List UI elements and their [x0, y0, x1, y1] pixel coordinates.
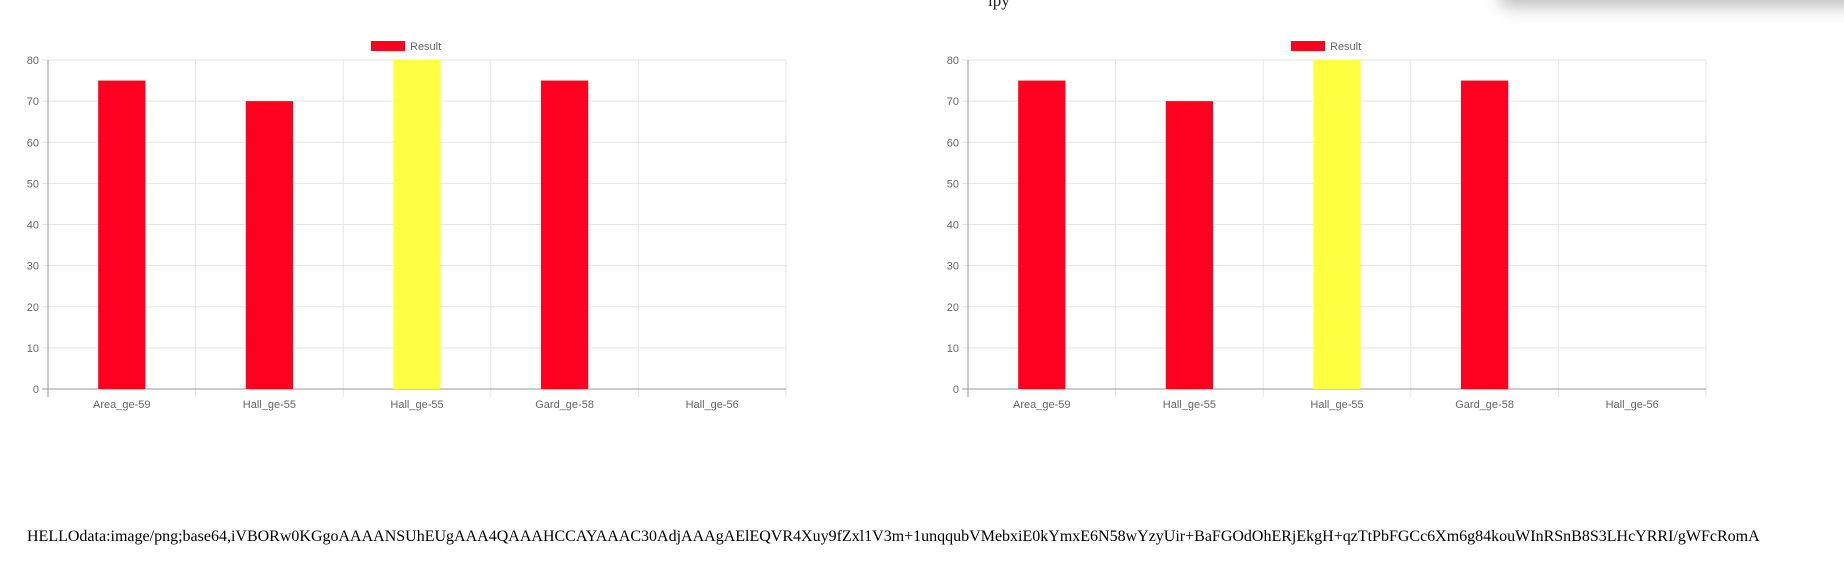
bar-chart-2-svg: Result 0 10 20 30 40 50 60 70 80 Area_ge-59 Hall_ge…: [947, 41, 1707, 411]
chart2-xtick-label: Hall_ge-55: [1163, 399, 1216, 411]
chart2-ytick-label: 50: [947, 178, 959, 190]
header-text-fragment: ıpy: [988, 0, 1010, 10]
chart1-legend-label: Result: [410, 41, 441, 53]
chart1-ytick-label: 50: [27, 178, 39, 190]
bar-chart-2: Result 0 10 20 30 40 50 60 70 80 Area_ge-59 Hall_ge…: [940, 40, 1844, 480]
chart2-xtick-label: Hall_ge-56: [1606, 399, 1659, 411]
chart1-ytick-label: 40: [27, 220, 39, 232]
chart1-ytick-label: 30: [27, 261, 39, 273]
bar-chart-1: Result 0 10 20 30 40 50 60 70 80 Area_ge-59 Hall_ge…: [20, 40, 950, 480]
chart1-ytick-label: 70: [27, 96, 39, 108]
chart1-legend-swatch: [371, 41, 405, 51]
chart2-bar-4: [1460, 80, 1509, 389]
chart1-ytick-label: 10: [27, 343, 39, 355]
chart2-ytick-label: 20: [947, 302, 959, 314]
chart2-legend: Result: [1291, 41, 1361, 53]
chart1-bar-2: [245, 101, 294, 389]
chart2-xtick-label: Area_ge-59: [1013, 399, 1071, 411]
chart1-xtick-label: Hall_ge-55: [390, 399, 443, 411]
chart2-legend-swatch: [1291, 41, 1325, 51]
chart2-ytick-label: 0: [953, 384, 959, 396]
chart1-bar-4: [540, 80, 589, 389]
chart2-ytick-label: 40: [947, 220, 959, 232]
chart1-bar-3: [393, 60, 441, 389]
chart2-ytick-label: 70: [947, 96, 959, 108]
base64-data-text: HELLOdata:image/png;base64,iVBORw0KGgoAA…: [27, 528, 1760, 545]
chart1-xtick-label: Hall_ge-55: [243, 399, 296, 411]
chart1-ytick-label: 20: [27, 302, 39, 314]
chart2-bar-3: [1313, 60, 1361, 389]
chart2-bar-1: [1018, 80, 1066, 389]
chart2-bar-2: [1165, 101, 1214, 389]
chart2-xtick-label: Hall_ge-55: [1310, 399, 1363, 411]
chart2-xtick-label: Gard_ge-58: [1455, 399, 1514, 411]
chart1-xtick-label: Area_ge-59: [93, 399, 151, 411]
chart2-ytick-label: 10: [947, 343, 959, 355]
chart2-legend-label: Result: [1330, 41, 1361, 53]
chart1-bar-1: [98, 80, 146, 389]
chart2-ytick-label: 60: [947, 137, 959, 149]
chart1-ytick-label: 0: [33, 384, 39, 396]
bar-chart-1-svg: Result 0 10 20 30 40 50 60 70 80 Area_ge-59 Hall_ge…: [27, 41, 787, 411]
chart2-ytick-label: 30: [947, 261, 959, 273]
chart1-ytick-label: 80: [27, 55, 39, 67]
chart1-xtick-label: Hall_ge-56: [686, 399, 739, 411]
chart1-xtick-label: Gard_ge-58: [535, 399, 594, 411]
chart1-legend: Result: [371, 41, 441, 53]
chart1-ytick-label: 60: [27, 137, 39, 149]
chart2-ytick-label: 80: [947, 55, 959, 67]
